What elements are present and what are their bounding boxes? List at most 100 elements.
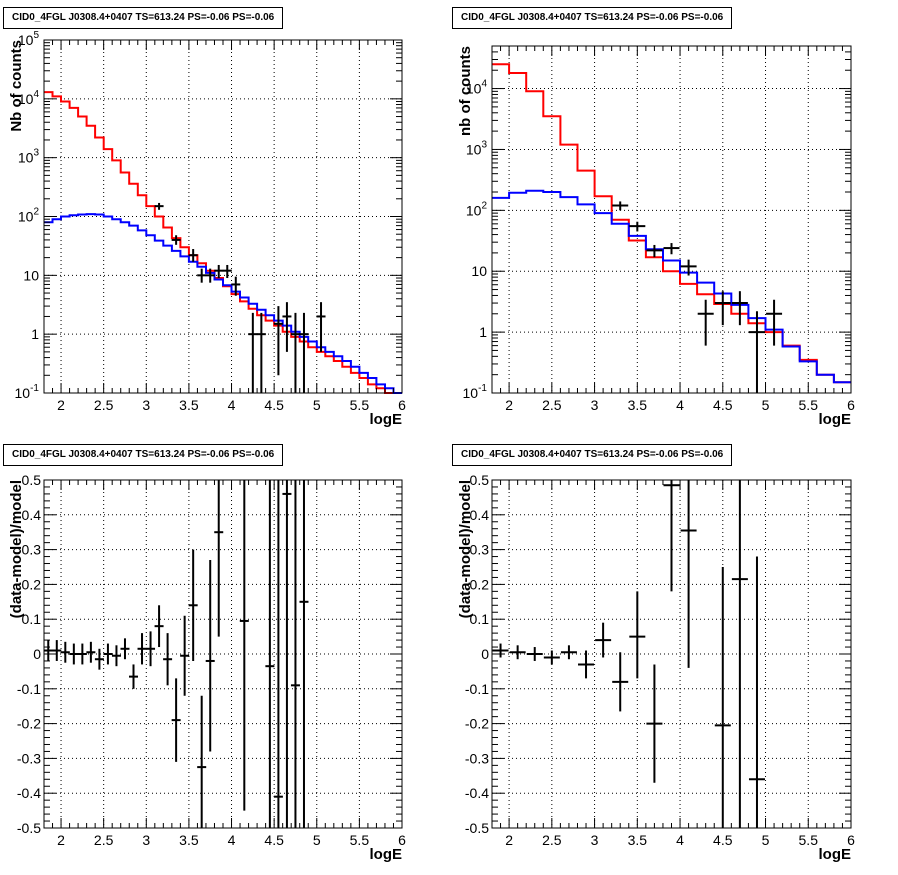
data-point — [222, 264, 232, 279]
data-point — [120, 638, 130, 660]
pad-top-left: 2 2.5 3 3.5 4 4.5 5 5.5 6 10-1 1 10 102 103 104 105 logE… — [0, 0, 449, 437]
data-point — [646, 244, 663, 258]
plot-svg: 2 2.5 3 3.5 4 4.5 5 5.5 6 10-1 1 10 102 103 104 105 logE… — [8, 30, 406, 428]
data-point — [43, 640, 53, 661]
y-tick-label: -0.1 — [465, 681, 489, 697]
data-point — [163, 633, 173, 686]
data-point — [714, 291, 731, 326]
y-axis-label: Nb of counts — [8, 40, 25, 132]
model-component-histogram — [44, 213, 402, 394]
x-tick-label: 2 — [505, 397, 513, 413]
data-point — [646, 664, 663, 783]
x-tick-label: 2 — [505, 832, 513, 848]
data-point — [103, 643, 113, 665]
data-point — [629, 591, 646, 679]
y-tick-label: 0 — [33, 646, 41, 662]
data-point — [663, 480, 680, 592]
y-tick-label: 102 — [466, 200, 488, 218]
data-point — [205, 560, 215, 752]
data-point — [612, 652, 629, 712]
y-tick-label: 10 — [23, 267, 39, 283]
model-total-histogram — [492, 63, 851, 384]
data-point — [282, 480, 292, 828]
y-tick-label: 0.1 — [22, 611, 42, 627]
y-tick-label: 0.2 — [470, 576, 490, 592]
x-tick-label: 4 — [676, 832, 684, 848]
data-point — [273, 306, 283, 376]
data-point — [239, 480, 249, 811]
x-tick-label: 3 — [142, 832, 150, 848]
y-tick-label: 0.1 — [470, 611, 490, 627]
data-point — [290, 312, 300, 393]
x-tick-label: 3 — [591, 397, 599, 413]
y-tick-label: -0.5 — [17, 820, 41, 836]
data-point — [265, 480, 275, 828]
data-point — [77, 643, 87, 665]
model-total-histogram — [44, 91, 402, 394]
data-point — [171, 235, 181, 245]
x-tick-label: 4 — [676, 397, 684, 413]
data-point — [578, 650, 595, 679]
data-point — [111, 645, 121, 667]
data-point — [299, 312, 309, 393]
data-point — [171, 678, 181, 762]
y-tick-label: 0.5 — [22, 472, 42, 488]
x-tick-label: 6 — [847, 397, 855, 413]
data-point — [509, 645, 526, 660]
data-point — [629, 221, 646, 232]
x-tick-label: 3.5 — [628, 397, 648, 413]
x-tick-label: 2.5 — [542, 832, 562, 848]
y-tick-label: 104 — [18, 89, 40, 107]
x-tick-label: 2 — [57, 832, 65, 848]
x-tick-label: 3.5 — [179, 832, 199, 848]
data-point — [248, 312, 258, 393]
model-component-histogram — [492, 189, 851, 384]
y-tick-label: -0.3 — [465, 750, 489, 766]
x-tick-label: 5 — [313, 397, 321, 413]
data-point — [526, 647, 543, 661]
x-tick-label: 4 — [228, 832, 236, 848]
x-tick-label: 6 — [398, 397, 406, 413]
y-tick-label: -0.4 — [465, 785, 489, 801]
data-point — [69, 643, 79, 665]
y-tick-label: 0.3 — [22, 542, 42, 558]
plot-svg: 2 2.5 3 3.5 4 4.5 5 5.5 6 -0.5 -0.4 -0.3 -0.2 -0.1 0 0.… — [457, 472, 855, 863]
x-axis-label: logE — [370, 411, 403, 428]
data-point — [543, 650, 560, 665]
data-point — [137, 633, 147, 665]
data-point — [680, 480, 697, 668]
y-tick-label: 105 — [18, 30, 40, 48]
x-tick-label: 6 — [847, 832, 855, 848]
data-point — [231, 276, 241, 296]
y-tick-label: 10-1 — [15, 383, 40, 401]
x-tick-label: 5.5 — [350, 832, 370, 848]
x-tick-label: 5 — [762, 832, 770, 848]
grid — [44, 40, 402, 393]
data-point — [146, 631, 156, 667]
x-tick-label: 2.5 — [94, 397, 114, 413]
x-tick-label: 6 — [398, 832, 406, 848]
data-point — [52, 640, 62, 661]
y-tick-label: -0.2 — [17, 716, 41, 732]
data-point — [680, 259, 697, 276]
y-axis-label: (data-model)/model — [8, 480, 25, 618]
y-tick-label: 104 — [466, 79, 488, 97]
x-tick-label: 2.5 — [94, 832, 114, 848]
x-tick-label: 2 — [57, 397, 65, 413]
y-tick-label: 102 — [18, 207, 40, 225]
data-point — [86, 641, 96, 663]
x-tick-label: 5 — [313, 832, 321, 848]
x-tick-label: 4.5 — [264, 397, 284, 413]
data-point — [612, 201, 629, 211]
data-point — [560, 645, 577, 660]
x-tick-label: 5.5 — [799, 832, 819, 848]
x-tick-label: 4.5 — [713, 832, 733, 848]
data-point — [282, 302, 292, 352]
data-point — [492, 643, 509, 658]
x-tick-label: 4 — [228, 397, 236, 413]
x-axis-label: logE — [370, 846, 403, 863]
x-tick-label: 5 — [762, 397, 770, 413]
data-point — [188, 549, 198, 661]
data-point — [316, 302, 326, 352]
data-point — [290, 480, 300, 828]
